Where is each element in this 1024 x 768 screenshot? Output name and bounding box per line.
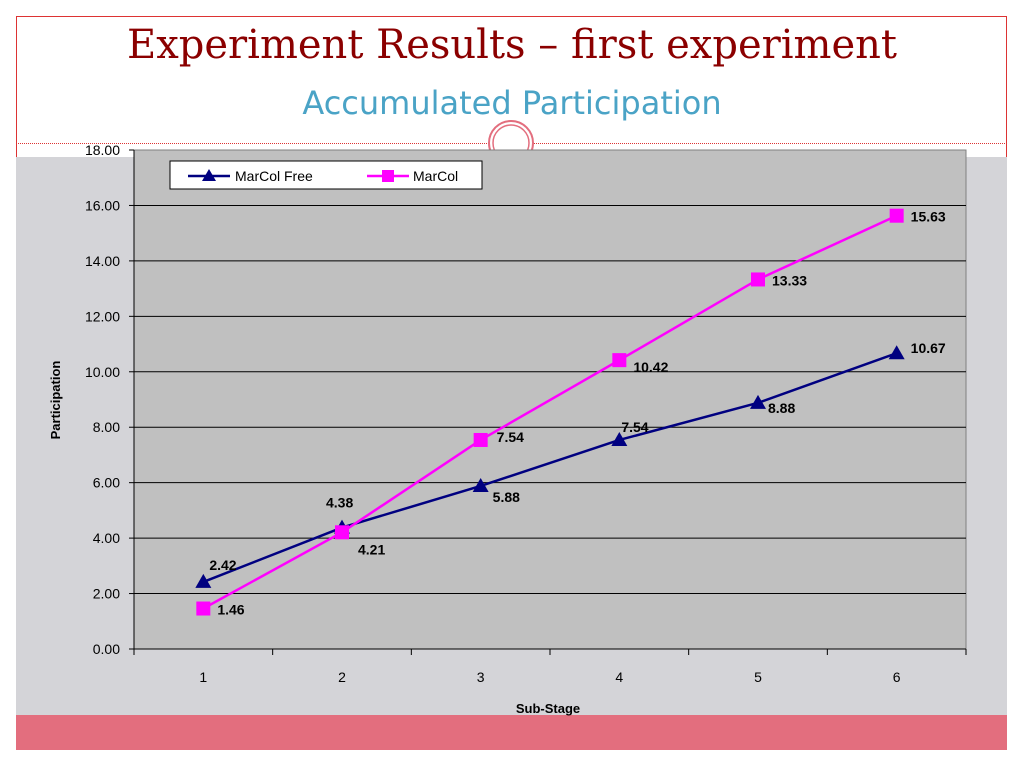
y-tick-label: 2.00: [93, 586, 120, 602]
data-label: 13.33: [772, 272, 807, 288]
series-line-marcol-free: [202, 352, 898, 584]
data-labels: 2.42 4.38 5.88 7.54 8.88 10.67 1.46 4.21 7.54 10.…: [209, 209, 946, 618]
data-point-marcol-free: [611, 431, 628, 446]
legend: MarCol Free MarCol: [169, 160, 483, 190]
data-point-marcol: [196, 601, 211, 616]
data-label: 7.54: [621, 419, 648, 435]
data-label: 4.21: [358, 541, 385, 557]
series-line-marcol: [202, 214, 898, 610]
y-tick-label: 14.00: [85, 253, 120, 269]
series-group: [195, 208, 905, 616]
x-tick-label: 1: [199, 669, 207, 685]
data-label: 5.88: [493, 489, 520, 505]
y-tick-label: 0.00: [93, 641, 120, 657]
legend-label-marcol: MarCol: [413, 168, 458, 184]
x-tick-label: 2: [338, 669, 346, 685]
data-point-marcol: [889, 208, 904, 223]
data-point-marcol-free: [750, 394, 766, 409]
data-point-marcol: [335, 525, 349, 540]
data-point-marcol: [751, 272, 765, 287]
data-label: 1.46: [217, 602, 244, 618]
data-point-marcol-free: [195, 573, 212, 588]
x-tick-label: 4: [615, 669, 623, 685]
slide-subtitle: Accumulated Participation: [302, 84, 722, 122]
y-axis-label: Participation: [48, 361, 63, 440]
data-point-marcol-free: [888, 345, 905, 360]
legend-triangle-icon: [202, 169, 216, 181]
x-tick-label: 6: [893, 669, 901, 685]
gridlines: [134, 204, 966, 595]
x-axis-label: Sub-Stage: [516, 701, 580, 716]
accent-bar: [16, 715, 1007, 750]
x-tick-label: 5: [754, 669, 762, 685]
data-label: 8.88: [768, 400, 795, 416]
y-axis-ticks: 0.00 2.00 4.00 6.00 8.00 10.00 12.00 14.00 16.00…: [85, 142, 135, 657]
data-label: 2.42: [209, 557, 236, 573]
data-label: 7.54: [497, 429, 524, 445]
data-label: 10.42: [633, 359, 668, 375]
legend-square-icon: [382, 170, 394, 182]
x-tick-label: 3: [477, 669, 485, 685]
y-tick-label: 16.00: [85, 197, 120, 213]
y-tick-label: 4.00: [93, 530, 120, 546]
y-tick-label: 18.00: [85, 142, 120, 158]
data-label: 15.63: [911, 209, 946, 225]
slide-title: Experiment Results – first experiment: [127, 22, 897, 68]
data-point-marcol: [473, 432, 488, 447]
y-tick-label: 8.00: [93, 419, 120, 435]
x-axis-ticks: 1 2 3 4 5 6: [133, 648, 967, 685]
y-tick-label: 12.00: [85, 308, 120, 324]
data-point-marcol: [612, 353, 627, 368]
data-label: 10.67: [911, 340, 946, 356]
legend-label-marcol-free: MarCol Free: [235, 168, 313, 184]
y-tick-label: 6.00: [93, 475, 120, 491]
data-label: 4.38: [326, 495, 353, 511]
data-point-marcol-free: [472, 477, 489, 492]
y-tick-label: 10.00: [85, 364, 120, 380]
